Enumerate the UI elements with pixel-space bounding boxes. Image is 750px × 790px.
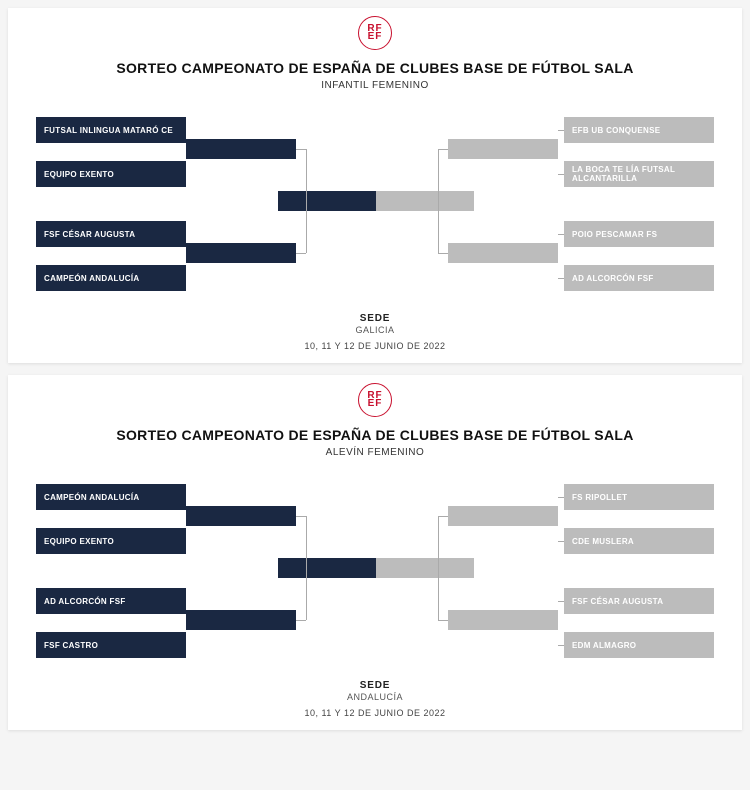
team-right: FSF CÉSAR AUGUSTA [564,588,714,614]
team-right: POIO PESCAMAR FS [564,221,714,247]
bracket-card: RFEF SORTEO CAMPEONATO DE ESPAÑA DE CLUBE… [8,375,742,730]
connector [438,253,448,254]
dates: 10, 11 Y 12 DE JUNIO DE 2022 [8,708,742,718]
bracket-area: CAMPEÓN ANDALUCÍA EQUIPO EXENTO AD ALCORCÓ… [8,476,742,676]
team-left: CAMPEÓN ANDALUCÍA [36,484,186,510]
connector [438,149,448,150]
connector [558,130,564,131]
final-block-right [376,558,474,578]
connector [306,516,307,620]
sede-value: GALICIA [8,325,742,335]
logo-line2: EF [368,33,383,42]
team-right: LA BOCA TE LÍA FUTSAL ALCANTARILLA [564,161,714,187]
connector [558,645,564,646]
category-subtitle: INFANTIL FEMENINO [8,80,742,91]
team-right: AD ALCORCÓN FSF [564,265,714,291]
sede-value: ANDALUCÍA [8,692,742,702]
team-left: FSF CASTRO [36,632,186,658]
sf-block-left [186,139,296,159]
sf-block-left [186,610,296,630]
sede-label: SEDE [8,313,742,324]
connector [296,516,306,517]
connector [296,253,306,254]
connector [438,620,448,621]
sf-block-right [448,243,558,263]
logo-wrap: RFEF [8,8,742,50]
team-left: EQUIPO EXENTO [36,161,186,187]
team-left: EQUIPO EXENTO [36,528,186,554]
sf-block-right [448,139,558,159]
connector [558,234,564,235]
team-left: CAMPEÓN ANDALUCÍA [36,265,186,291]
bracket-area: FUTSAL INLINGUA MATARÓ CE EQUIPO EXENTO FS… [8,109,742,309]
tournament-title: SORTEO CAMPEONATO DE ESPAÑA DE CLUBES BA… [8,427,742,443]
sf-block-left [186,506,296,526]
rfef-logo: RFEF [358,16,392,50]
team-left: AD ALCORCÓN FSF [36,588,186,614]
connector [558,601,564,602]
team-left: FSF CÉSAR AUGUSTA [36,221,186,247]
dates: 10, 11 Y 12 DE JUNIO DE 2022 [8,341,742,351]
connector [296,620,306,621]
connector [306,149,307,253]
sf-block-right [448,610,558,630]
team-left: FUTSAL INLINGUA MATARÓ CE [36,117,186,143]
bracket-card: RFEF SORTEO CAMPEONATO DE ESPAÑA DE CLUBE… [8,8,742,363]
connector [438,516,448,517]
connector [558,278,564,279]
logo-line2: EF [368,400,383,409]
team-right: CDE MUSLERA [564,528,714,554]
team-right: EFB UB CONQUENSE [564,117,714,143]
final-block-right [376,191,474,211]
sf-block-right [448,506,558,526]
connector [558,497,564,498]
connector [558,174,564,175]
rfef-logo: RFEF [358,383,392,417]
connector [438,149,439,253]
connector [438,516,439,620]
tournament-title: SORTEO CAMPEONATO DE ESPAÑA DE CLUBES BA… [8,60,742,76]
category-subtitle: ALEVÍN FEMENINO [8,447,742,458]
connector [558,541,564,542]
connector [296,149,306,150]
final-block-left [278,191,376,211]
team-right: FS RIPOLLET [564,484,714,510]
final-block-left [278,558,376,578]
team-right: EDM ALMAGRO [564,632,714,658]
logo-wrap: RFEF [8,375,742,417]
sede-label: SEDE [8,680,742,691]
sf-block-left [186,243,296,263]
